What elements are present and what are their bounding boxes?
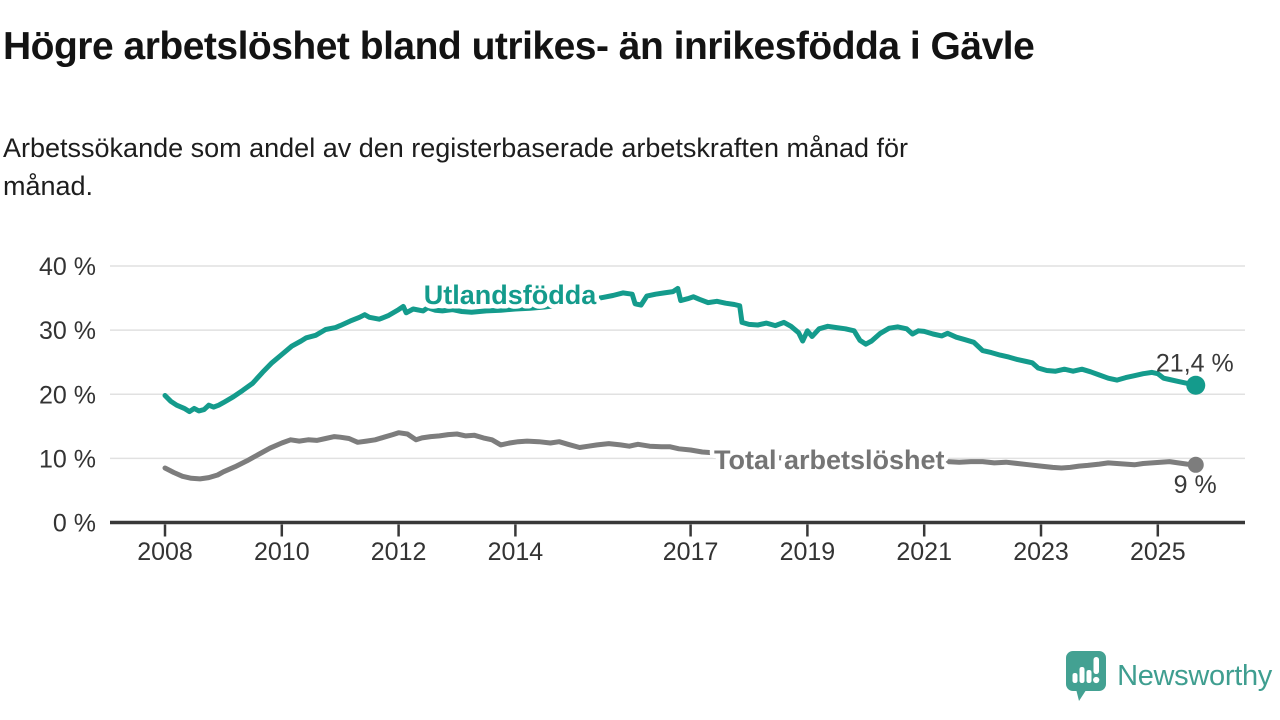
chart-subtitle: Arbetssökande som andel av den registerb… [3, 133, 909, 201]
brand-footer: Newsworthy [1064, 648, 1272, 704]
y-tick-label: 20 % [39, 381, 96, 409]
x-tick-label: 2010 [254, 538, 310, 566]
x-tick-label: 2023 [1013, 538, 1069, 566]
y-tick-label: 40 % [39, 253, 96, 281]
brand-name: Newsworthy [1117, 659, 1272, 692]
series-name-label: Utlandsfödda [424, 280, 597, 310]
series-end-value: 9 % [1174, 471, 1217, 499]
series-end-dot [1187, 456, 1204, 473]
series-end-value: 21,4 % [1156, 349, 1234, 377]
chart-title: Högre arbetslöshet bland utrikes- än inr… [3, 25, 1035, 68]
x-tick-label: 2017 [663, 538, 719, 566]
y-tick-label: 30 % [39, 317, 96, 345]
newsworthy-logo-icon [1064, 649, 1108, 703]
series-line-utlandsfodda [162, 285, 1199, 415]
series-line-total [162, 430, 1199, 482]
series-end-dot [1186, 375, 1206, 395]
x-tick-label: 2019 [780, 538, 836, 566]
series-name-label: Total arbetslöshet [714, 445, 945, 475]
y-tick-label: 0 % [53, 510, 96, 538]
x-tick-label: 2021 [896, 538, 952, 566]
y-tick-label: 10 % [39, 445, 96, 473]
x-tick-label: 2014 [488, 538, 544, 566]
x-tick-label: 2012 [371, 538, 427, 566]
x-tick-label: 2008 [137, 538, 193, 566]
x-tick-label: 2025 [1130, 538, 1186, 566]
